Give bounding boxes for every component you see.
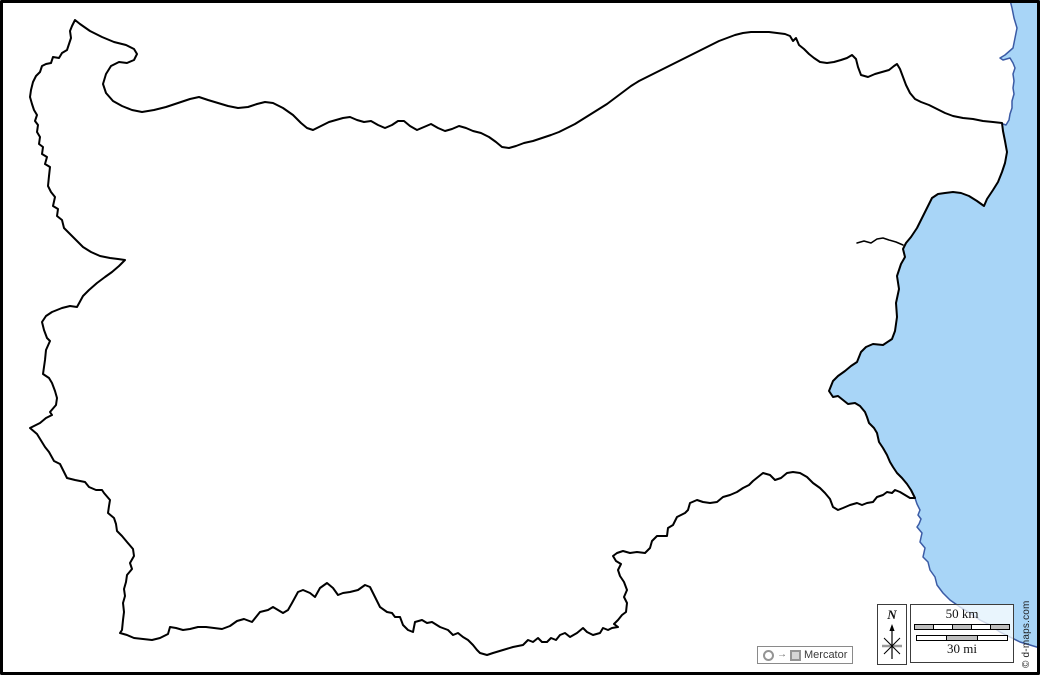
projection-label: Mercator: [804, 649, 848, 661]
compass-north-label: N: [887, 607, 897, 622]
compass-rose-icon: [882, 624, 902, 659]
sea-black-sea: [829, 0, 1040, 648]
scale-km-label: 50 km: [945, 606, 979, 621]
globe-circle-icon: [763, 649, 774, 661]
inland-water-line: [856, 237, 904, 246]
scale-bar-km: [914, 624, 1010, 630]
projection-chip: → Mercator: [757, 646, 854, 664]
scale-segment: [917, 636, 947, 640]
scale-segment: [952, 625, 971, 629]
projected-square-icon: [790, 649, 801, 661]
scale-segment: [990, 625, 1009, 629]
arrow-right-icon: →: [777, 649, 787, 660]
compass-box: N: [877, 604, 907, 665]
scale-segment: [933, 625, 952, 629]
bulgaria-outline: [29, 19, 1008, 656]
scale-segment: [976, 636, 1007, 640]
scale-mi-label: 30 mi: [947, 641, 977, 656]
scale-bar-box: 50 km 30 mi: [910, 604, 1014, 663]
neighbor-coast-north: [999, 0, 1018, 126]
scale-segment: [971, 625, 990, 629]
copyright-text: © d-maps.com: [1021, 600, 1032, 668]
scale-segment: [915, 625, 933, 629]
scale-segment: [946, 636, 977, 640]
scale-bar-mi: [916, 635, 1008, 641]
